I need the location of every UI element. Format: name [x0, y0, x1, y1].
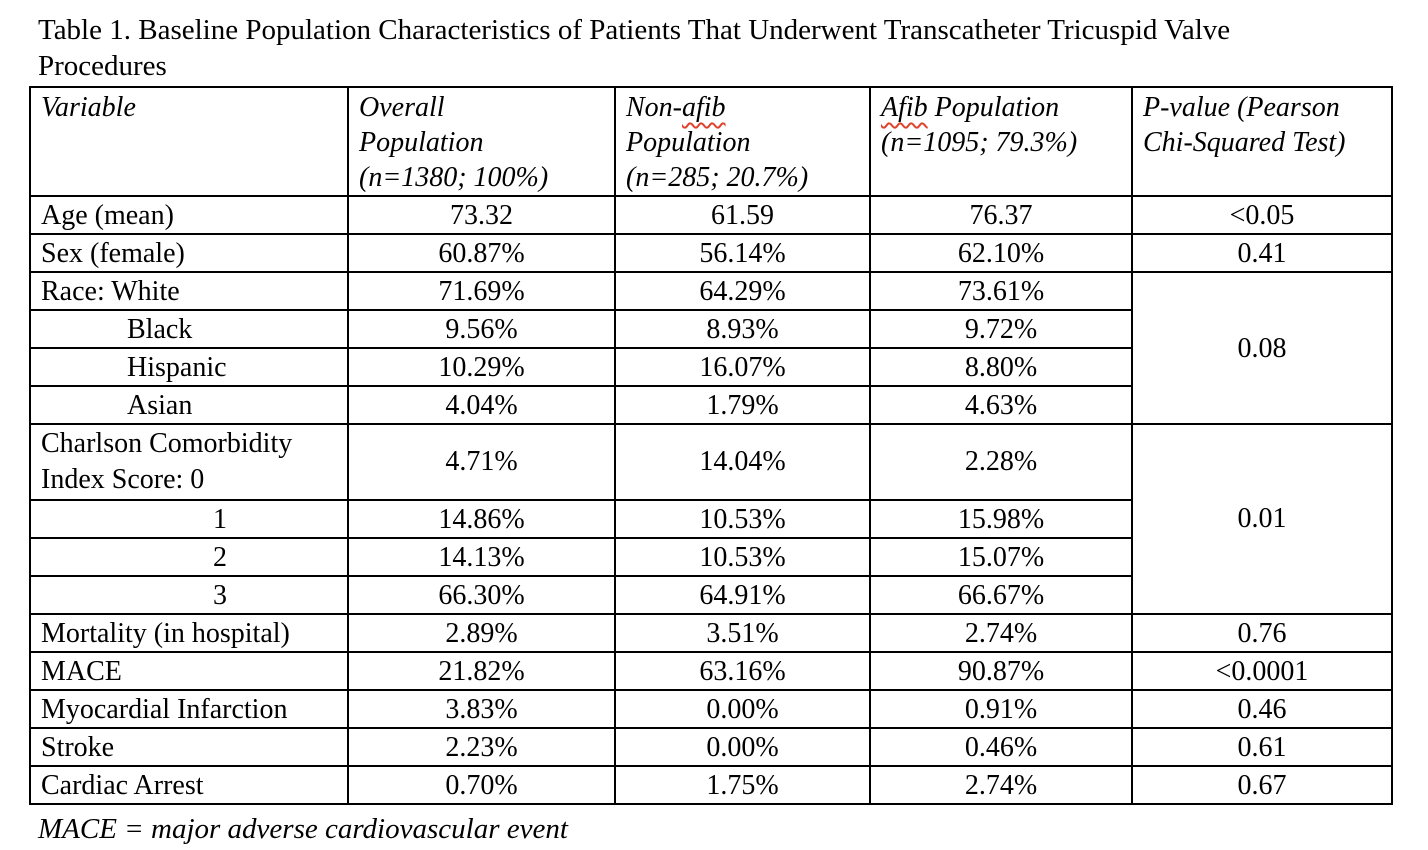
row-label: Hispanic	[29, 347, 349, 387]
value-p: <0.05	[1131, 195, 1393, 235]
value-p: 0.61	[1131, 727, 1393, 767]
row-label: Age (mean)	[29, 195, 349, 235]
row-label: Myocardial Infarction	[29, 689, 349, 729]
row-mortality: Mortality (in hospital) 2.89% 3.51% 2.74…	[29, 613, 1393, 653]
value-non-afib: 1.79%	[614, 385, 871, 425]
value-non-afib: 64.29%	[614, 271, 871, 311]
row-label: Sex (female)	[29, 233, 349, 273]
value-p-cci-group: 0.01	[1131, 423, 1393, 615]
value-afib: 73.61%	[869, 271, 1133, 311]
table-title: Table 1. Baseline Population Characteris…	[38, 12, 1388, 84]
row-label: Stroke	[29, 727, 349, 767]
value-overall: 10.29%	[347, 347, 616, 387]
value-overall: 71.69%	[347, 271, 616, 311]
value-afib: 62.10%	[869, 233, 1133, 273]
value-overall: 21.82%	[347, 651, 616, 691]
row-cci-2: 2 14.13% 10.53% 15.07%	[29, 537, 1392, 577]
spellcheck-squiggle: Afib	[881, 92, 928, 123]
table-footnote: MACE = major adverse cardiovascular even…	[38, 813, 568, 845]
value-non-afib: 63.16%	[614, 651, 871, 691]
value-afib: 9.72%	[869, 309, 1133, 349]
value-overall: 0.70%	[347, 765, 616, 805]
row-label: 3	[29, 575, 349, 615]
value-afib: 4.63%	[869, 385, 1133, 425]
value-afib: 0.91%	[869, 689, 1133, 729]
row-race-black: Black 9.56% 8.93% 9.72%	[29, 309, 1392, 349]
baseline-characteristics-table: Variable Overall Population (n=1380; 100…	[29, 86, 1393, 805]
header-overall-population: Overall Population (n=1380; 100%)	[347, 86, 616, 197]
value-non-afib: 56.14%	[614, 233, 871, 273]
value-afib: 0.46%	[869, 727, 1133, 767]
table-title-line-1: Table 1. Baseline Population Characteris…	[38, 14, 1231, 46]
value-non-afib: 64.91%	[614, 575, 871, 615]
row-race-asian: Asian 4.04% 1.79% 4.63%	[29, 385, 1392, 425]
row-label: Asian	[29, 385, 349, 425]
row-age: Age (mean) 73.32 61.59 76.37 <0.05	[29, 195, 1393, 235]
value-non-afib: 14.04%	[614, 423, 871, 501]
value-p: 0.67	[1131, 765, 1393, 805]
header-row: Variable Overall Population (n=1380; 100…	[29, 86, 1393, 197]
value-non-afib: 0.00%	[614, 727, 871, 767]
row-label: Charlson Comorbidity Index Score: 0	[29, 423, 349, 501]
value-p: <0.0001	[1131, 651, 1393, 691]
value-afib: 2.28%	[869, 423, 1133, 501]
row-cci-3: 3 66.30% 64.91% 66.67%	[29, 575, 1392, 615]
value-afib: 76.37	[869, 195, 1133, 235]
value-overall: 4.04%	[347, 385, 616, 425]
value-non-afib: 10.53%	[614, 537, 871, 577]
row-cci-0: Charlson Comorbidity Index Score: 0 4.71…	[29, 423, 1393, 615]
value-overall: 14.86%	[347, 499, 616, 539]
row-sex: Sex (female) 60.87% 56.14% 62.10% 0.41	[29, 233, 1393, 273]
row-cardiac-arrest: Cardiac Arrest 0.70% 1.75% 2.74% 0.67	[29, 765, 1393, 805]
row-cci-1: 1 14.86% 10.53% 15.98%	[29, 499, 1392, 539]
table-title-line-2: Procedures	[38, 50, 167, 82]
row-label: Cardiac Arrest	[29, 765, 349, 805]
value-overall: 4.71%	[347, 423, 616, 501]
value-overall: 14.13%	[347, 537, 616, 577]
header-afib-population: Afib Population (n=1095; 79.3%)	[869, 86, 1133, 197]
row-label: Race: White	[29, 271, 349, 311]
value-overall: 2.23%	[347, 727, 616, 767]
header-variable: Variable	[29, 86, 349, 197]
row-myocardial-infarction: Myocardial Infarction 3.83% 0.00% 0.91% …	[29, 689, 1393, 729]
value-afib: 90.87%	[869, 651, 1133, 691]
row-race-white: Race: White 71.69% 64.29% 73.61% 0.08	[29, 271, 1393, 425]
value-overall: 73.32	[347, 195, 616, 235]
value-non-afib: 8.93%	[614, 309, 871, 349]
row-label: MACE	[29, 651, 349, 691]
value-afib: 8.80%	[869, 347, 1133, 387]
row-race-hispanic: Hispanic 10.29% 16.07% 8.80%	[29, 347, 1392, 387]
value-p-race-group: 0.08	[1131, 271, 1393, 425]
row-stroke: Stroke 2.23% 0.00% 0.46% 0.61	[29, 727, 1393, 767]
value-afib: 15.07%	[869, 537, 1133, 577]
value-overall: 9.56%	[347, 309, 616, 349]
value-afib: 15.98%	[869, 499, 1133, 539]
row-label: Black	[29, 309, 349, 349]
value-p: 0.41	[1131, 233, 1393, 273]
value-overall: 60.87%	[347, 233, 616, 273]
value-afib: 66.67%	[869, 575, 1133, 615]
value-non-afib: 10.53%	[614, 499, 871, 539]
value-p: 0.76	[1131, 613, 1393, 653]
value-non-afib: 16.07%	[614, 347, 871, 387]
header-non-afib-population: Non-afib Population (n=285; 20.7%)	[614, 86, 871, 197]
value-non-afib: 0.00%	[614, 689, 871, 729]
value-overall: 3.83%	[347, 689, 616, 729]
value-p: 0.46	[1131, 689, 1393, 729]
value-afib: 2.74%	[869, 765, 1133, 805]
value-non-afib: 1.75%	[614, 765, 871, 805]
value-non-afib: 3.51%	[614, 613, 871, 653]
value-overall: 2.89%	[347, 613, 616, 653]
row-mace: MACE 21.82% 63.16% 90.87% <0.0001	[29, 651, 1393, 691]
row-label: Mortality (in hospital)	[29, 613, 349, 653]
value-non-afib: 61.59	[614, 195, 871, 235]
row-label: 1	[29, 499, 349, 539]
page: { "document": { "title_lines": [ "Table …	[0, 12, 1428, 850]
spellcheck-squiggle: afib	[682, 92, 726, 123]
row-label: 2	[29, 537, 349, 577]
value-afib: 2.74%	[869, 613, 1133, 653]
header-p-value: P-value (Pearson Chi-Squared Test)	[1131, 86, 1393, 197]
value-overall: 66.30%	[347, 575, 616, 615]
